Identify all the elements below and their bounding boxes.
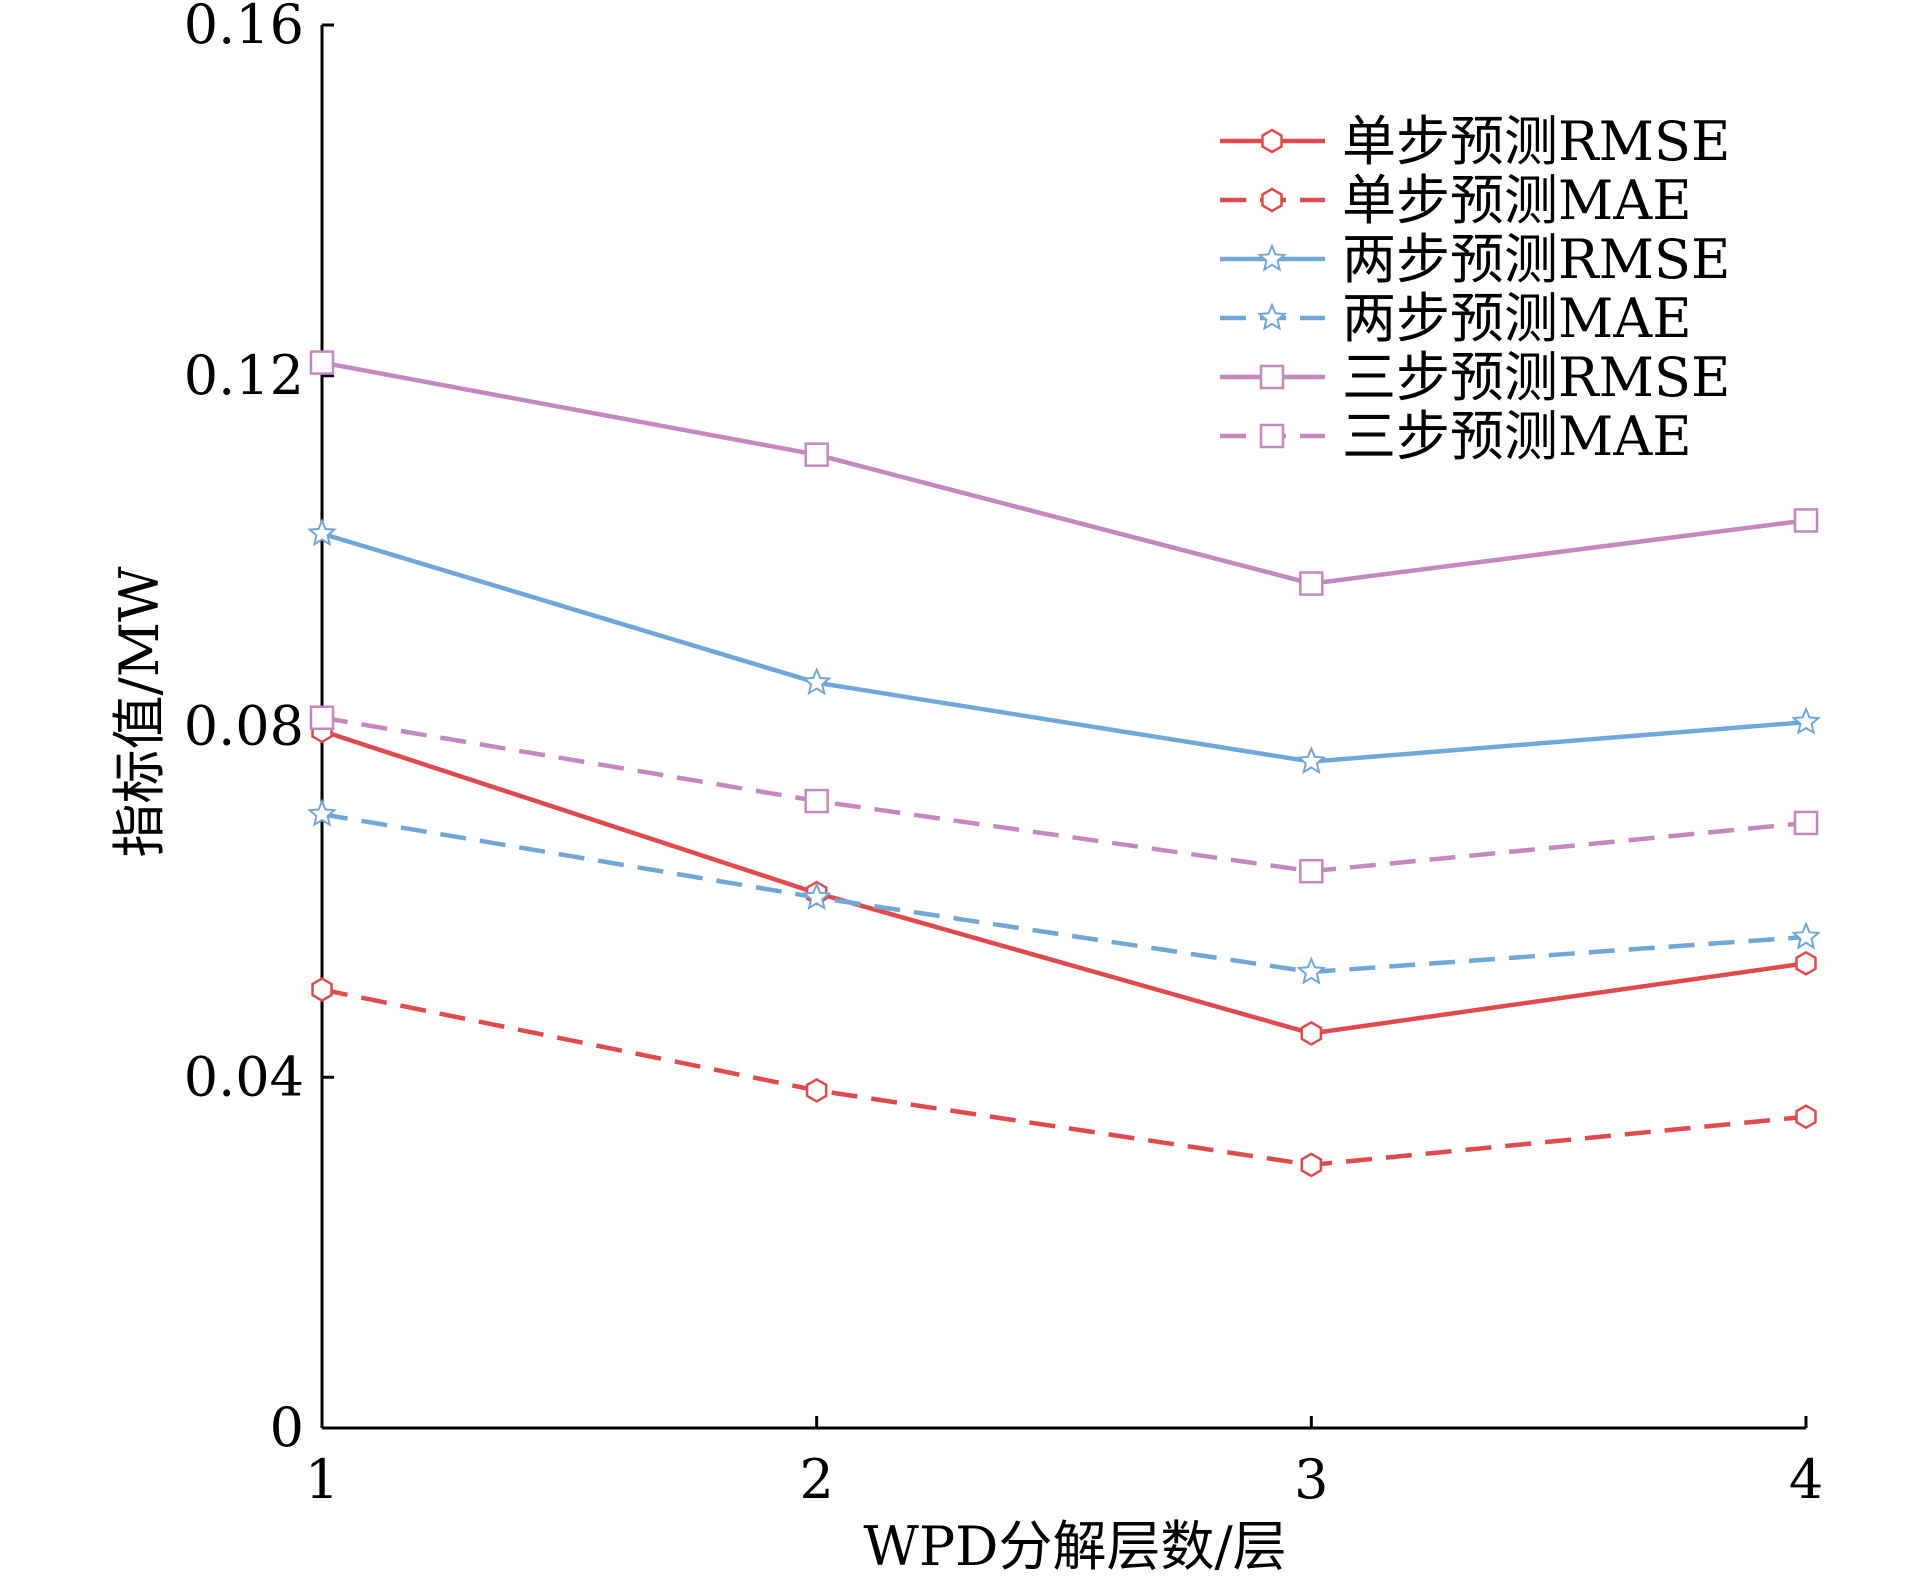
y-tick-label: 0.08 [184, 695, 304, 758]
hexagon-marker [1261, 187, 1283, 213]
x-tick-label: 1 [305, 1448, 339, 1511]
hexagon-marker [311, 977, 333, 1003]
series-5 [309, 350, 1819, 596]
y-tick-label: 0.12 [184, 344, 304, 407]
legend-item-6: 三步预测MAE [1220, 405, 1692, 468]
legend-label: 单步预测RMSE [1342, 110, 1730, 173]
square-marker [1259, 364, 1285, 390]
square-marker [1793, 810, 1819, 836]
star-marker [1296, 956, 1327, 985]
series-line [321, 987, 1807, 1168]
square-marker [309, 350, 335, 375]
hexagon-marker [1261, 128, 1283, 154]
square-marker [309, 705, 335, 730]
legend-label: 三步预测MAE [1342, 405, 1692, 468]
y-tick-label: 0.16 [184, 0, 304, 56]
square-marker [1259, 423, 1285, 449]
square-marker [804, 788, 829, 814]
hexagon-marker [1300, 1020, 1323, 1046]
hexagon-marker [1795, 950, 1817, 976]
x-axis-label: WPD分解层数/层 [863, 1515, 1286, 1578]
legend: 单步预测RMSE单步预测MAE两步预测RMSE两步预测MAE三步预测RMSE三步… [1220, 110, 1730, 468]
series-line [321, 811, 1807, 975]
x-tick-label: 4 [1789, 1448, 1823, 1511]
legend-label: 两步预测RMSE [1342, 228, 1730, 291]
legend-item-2: 单步预测MAE [1220, 169, 1692, 232]
legend-item-4: 两步预测MAE [1220, 287, 1692, 350]
series-6 [309, 705, 1819, 884]
y-axis-label: 指标值/MW [108, 566, 171, 857]
legend-label: 单步预测MAE [1342, 169, 1692, 232]
series-2 [311, 977, 1817, 1178]
star-marker [1257, 243, 1287, 272]
star-marker [1791, 706, 1821, 735]
star-marker [307, 517, 337, 547]
legend-label: 三步预测RMSE [1342, 346, 1730, 409]
series-line [321, 531, 1807, 764]
square-marker [1299, 858, 1324, 884]
x-tick-label: 3 [1294, 1448, 1328, 1511]
star-marker [801, 881, 832, 911]
star-marker [1296, 746, 1327, 775]
series-layer [307, 350, 1821, 1178]
series-line [321, 715, 1807, 874]
square-marker [1299, 571, 1324, 596]
series-4 [307, 798, 1821, 985]
star-marker [1791, 921, 1821, 950]
y-tick-label: 0.04 [184, 1045, 304, 1108]
y-tick-label: 0 [270, 1396, 304, 1459]
hexagon-marker [805, 1077, 828, 1103]
square-marker [1793, 508, 1819, 533]
hexagon-marker [1795, 1104, 1817, 1130]
hexagon-marker [1300, 1152, 1323, 1178]
series-3 [307, 517, 1821, 775]
star-marker [1257, 302, 1287, 331]
axes: 0 0.04 0.08 0.12 0.16 1 2 3 4 [184, 0, 1823, 1511]
series-1 [311, 718, 1817, 1046]
legend-item-5: 三步预测RMSE [1220, 346, 1730, 409]
square-marker [804, 442, 829, 467]
series-line [321, 728, 1807, 1036]
star-marker [307, 798, 337, 827]
legend-label: 两步预测MAE [1342, 287, 1692, 350]
series-line [321, 360, 1807, 586]
legend-item-1: 单步预测RMSE [1220, 110, 1730, 173]
x-tick-label: 2 [799, 1448, 833, 1511]
legend-item-3: 两步预测RMSE [1220, 228, 1730, 291]
star-marker [801, 667, 832, 696]
